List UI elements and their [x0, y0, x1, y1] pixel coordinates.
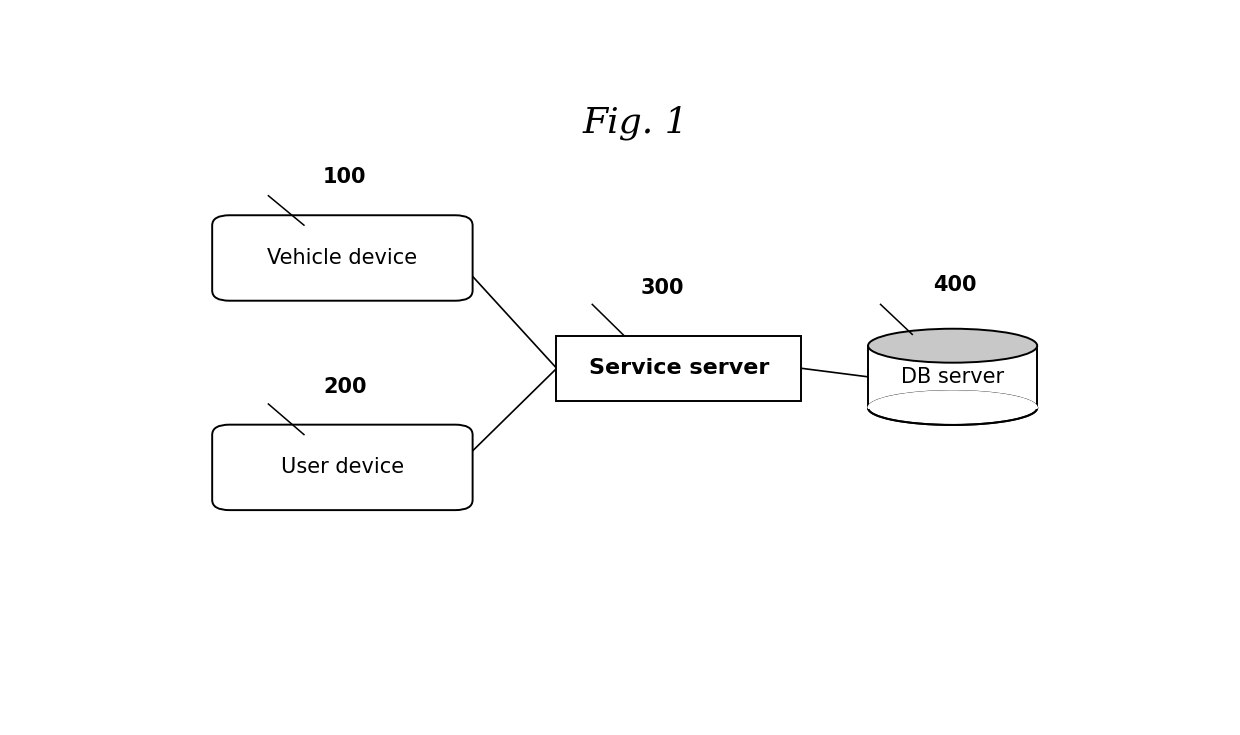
FancyBboxPatch shape — [212, 425, 472, 510]
Text: Fig. 1: Fig. 1 — [583, 105, 688, 140]
Text: Vehicle device: Vehicle device — [268, 248, 418, 268]
Text: 300: 300 — [640, 278, 683, 298]
FancyBboxPatch shape — [212, 215, 472, 301]
Ellipse shape — [868, 391, 1037, 425]
Text: User device: User device — [280, 457, 404, 478]
Text: 400: 400 — [934, 275, 977, 295]
Ellipse shape — [868, 329, 1037, 362]
Polygon shape — [868, 391, 1037, 408]
Text: 100: 100 — [324, 168, 367, 187]
Text: Service server: Service server — [589, 359, 769, 379]
Text: DB server: DB server — [901, 367, 1004, 387]
Bar — [868, 345, 1037, 408]
Text: 200: 200 — [324, 376, 367, 397]
Bar — [557, 336, 801, 401]
